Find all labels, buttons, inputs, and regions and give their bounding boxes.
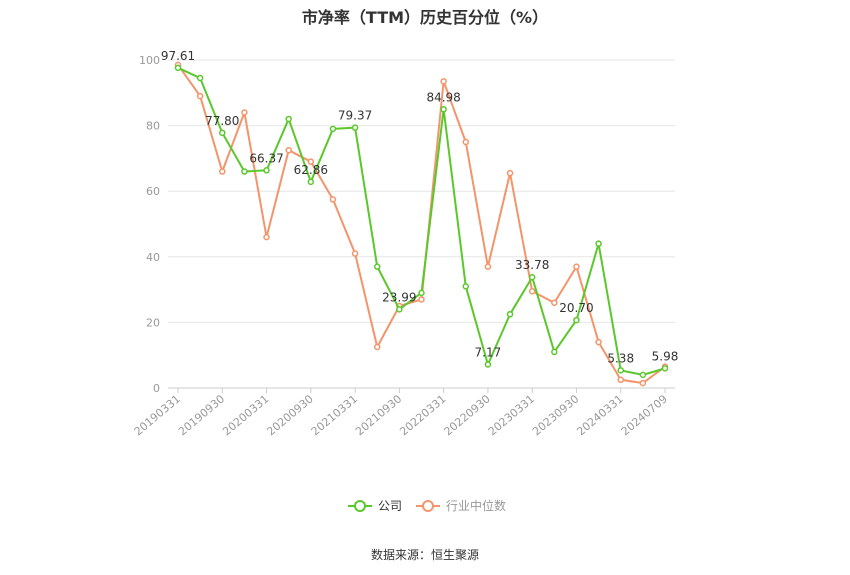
data-point xyxy=(263,167,270,174)
data-point xyxy=(551,299,558,306)
data-point xyxy=(462,283,470,290)
data-label: 33.78 xyxy=(515,258,549,272)
data-point xyxy=(174,64,182,72)
data-label: 84.98 xyxy=(426,90,460,104)
legend-marker xyxy=(422,500,434,512)
data-point xyxy=(617,376,624,384)
data-source-note: 数据来源：恒生聚源 xyxy=(370,548,479,562)
x-tick-label: 20200930 xyxy=(264,392,315,438)
data-point xyxy=(528,273,536,281)
data-point xyxy=(595,338,602,346)
data-label: 20.70 xyxy=(559,301,593,315)
data-point xyxy=(351,124,359,131)
x-tick-label: 20190930 xyxy=(176,392,227,438)
data-point xyxy=(595,240,602,247)
x-tick-label: 20190331 xyxy=(132,392,183,438)
x-tick-label: 20240709 xyxy=(619,392,670,438)
chart-title: 市净率（TTM）历史百分位（%） xyxy=(301,8,549,27)
data-point xyxy=(219,168,226,175)
x-tick-label: 20210930 xyxy=(353,392,404,438)
data-point xyxy=(396,306,403,313)
data-point xyxy=(329,125,337,133)
y-tick-label: 40 xyxy=(146,251,160,264)
data-point xyxy=(329,196,337,203)
grid-lines xyxy=(168,59,675,389)
data-point xyxy=(373,343,381,351)
data-point xyxy=(440,78,447,85)
y-tick-label: 0 xyxy=(153,382,160,395)
y-tick-label: 60 xyxy=(146,185,160,198)
legend-marker xyxy=(354,500,366,512)
data-point xyxy=(285,115,292,123)
data-point xyxy=(241,109,248,116)
data-point xyxy=(351,250,359,257)
data-label: 79.37 xyxy=(338,109,372,123)
data-point xyxy=(573,263,580,270)
y-tick-label: 100 xyxy=(139,54,160,67)
data-point xyxy=(263,233,270,241)
data-point xyxy=(528,287,536,295)
data-point xyxy=(484,263,492,270)
data-point xyxy=(551,348,558,356)
x-tick-label: 20210331 xyxy=(309,392,360,438)
data-point xyxy=(484,361,492,368)
data-point xyxy=(440,106,447,113)
series-lines xyxy=(174,61,669,387)
series-line-1 xyxy=(177,64,666,385)
legend-label: 行业中位数 xyxy=(446,498,506,513)
data-label: 97.61 xyxy=(161,49,195,63)
x-tick-label: 20220331 xyxy=(397,392,448,438)
data-labels: 97.61 77.80 66.37 62.86 79.37 23.99 84.98 7.17 3… xyxy=(161,49,679,366)
data-point xyxy=(373,263,381,270)
data-point xyxy=(661,365,669,372)
data-label: 23.99 xyxy=(382,290,416,304)
axes: 0 20 40 60 80 100 2019033120190930202003312020… xyxy=(132,54,670,438)
data-point xyxy=(307,158,315,165)
data-point xyxy=(639,371,647,379)
data-point xyxy=(418,289,425,297)
data-point xyxy=(506,169,514,177)
data-point xyxy=(285,146,292,154)
data-point xyxy=(462,138,470,146)
data-point xyxy=(196,74,204,82)
data-point xyxy=(418,296,425,303)
data-point xyxy=(241,168,248,175)
data-label: 7.17 xyxy=(475,345,502,359)
data-label: 77.80 xyxy=(205,114,239,128)
series-line-0 xyxy=(177,66,666,376)
data-point xyxy=(639,379,647,387)
data-label: 62.86 xyxy=(294,163,328,177)
data-point xyxy=(307,178,315,186)
data-point xyxy=(196,92,204,100)
data-label: 5.98 xyxy=(652,349,679,363)
legend: 公司 行业中位数 xyxy=(348,498,506,513)
data-label: 66.37 xyxy=(249,151,283,165)
data-point xyxy=(219,129,226,137)
x-tick-label: 20220930 xyxy=(442,392,493,438)
x-tick-label: 20230331 xyxy=(486,392,537,438)
data-point xyxy=(617,367,624,374)
legend-label: 公司 xyxy=(378,499,402,513)
x-tick-label: 20230930 xyxy=(530,392,581,438)
x-tick-label: 20200331 xyxy=(220,392,271,438)
data-point xyxy=(573,316,580,324)
data-label: 5.38 xyxy=(607,351,634,365)
data-point xyxy=(506,310,514,318)
y-tick-label: 20 xyxy=(146,316,160,329)
x-tick-label: 20240331 xyxy=(574,392,625,438)
y-tick-label: 80 xyxy=(146,120,160,133)
